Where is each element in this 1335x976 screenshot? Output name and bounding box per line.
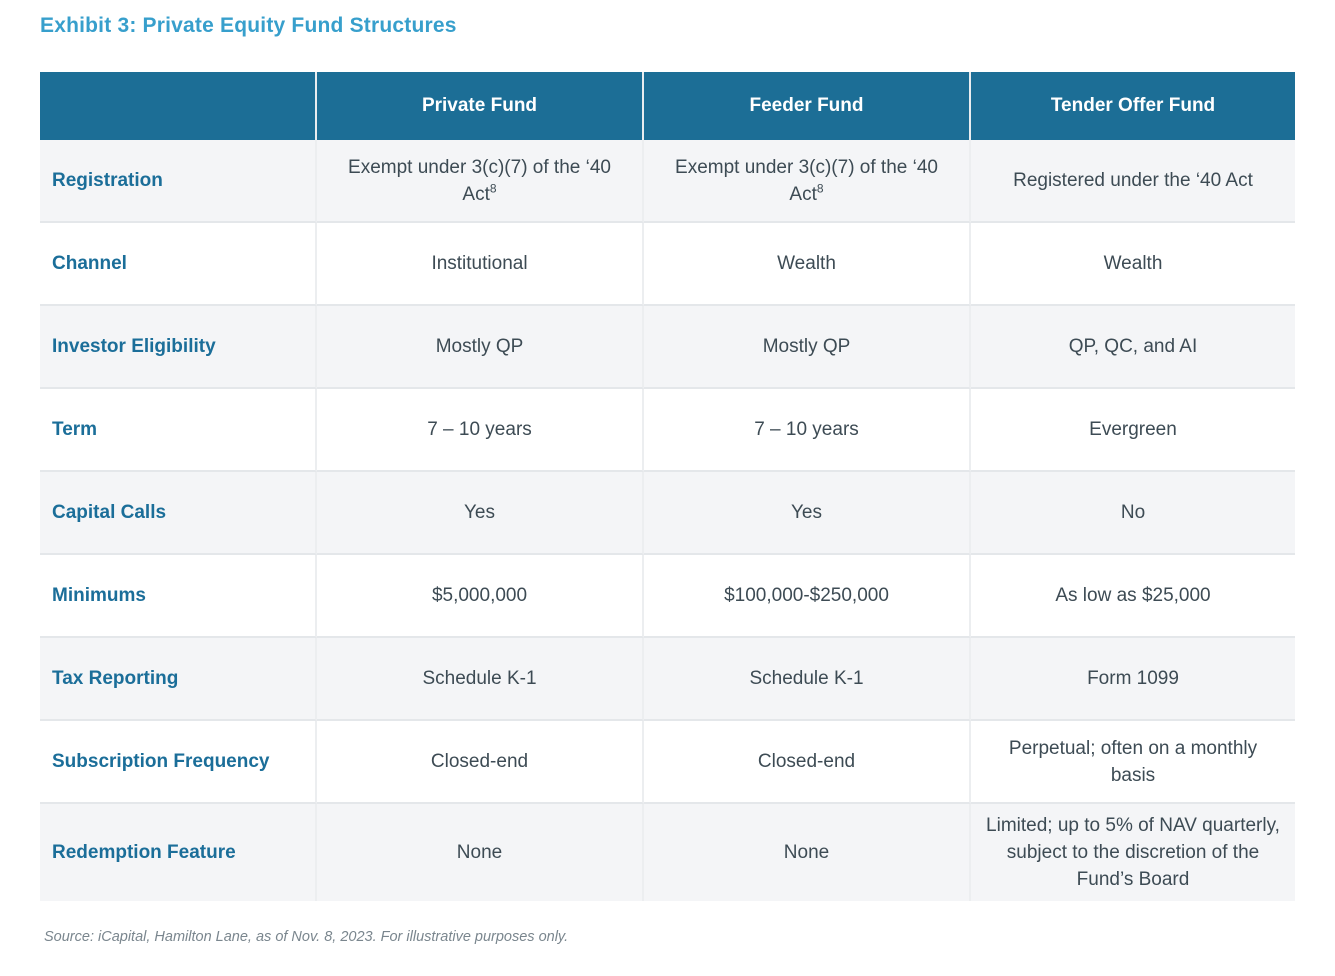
row-label-investor-eligibility: Investor Eligibility	[40, 306, 317, 389]
cell-minimums-tender-offer-fund: As low as $25,000	[971, 555, 1295, 638]
row-label-subscription-frequency: Subscription Frequency	[40, 721, 317, 804]
cell-subscription-frequency-private-fund: Closed-end	[317, 721, 644, 804]
cell-text: Closed-end	[757, 751, 856, 772]
table-row-capital-calls: Capital Calls Yes Yes No	[40, 472, 1295, 555]
cell-text: Limited; up to 5% of NAV quarterly, subj…	[986, 815, 1280, 890]
cell-text: Mostly QP	[762, 336, 851, 357]
header-cell-blank	[40, 72, 317, 140]
cell-capital-calls-private-fund: Yes	[317, 472, 644, 555]
cell-text: Form 1099	[1087, 668, 1179, 689]
cell-registration-feeder-fund: Exempt under 3(c)(7) of the ‘40 Act8	[644, 140, 971, 223]
cell-subscription-frequency-tender-offer-fund: Perpetual; often on a monthly basis	[971, 721, 1295, 804]
cell-text: Yes	[791, 502, 822, 523]
cell-tax-reporting-private-fund: Schedule K-1	[317, 638, 644, 721]
cell-text: $5,000,000	[431, 585, 528, 606]
cell-text: No	[1120, 502, 1146, 523]
cell-channel-feeder-fund: Wealth	[644, 223, 971, 306]
cell-term-private-fund: 7 – 10 years	[317, 389, 644, 472]
cell-registration-private-fund: Exempt under 3(c)(7) of the ‘40 Act8	[317, 140, 644, 223]
cell-redemption-feature-tender-offer-fund: Limited; up to 5% of NAV quarterly, subj…	[971, 804, 1295, 901]
cell-text: None	[456, 842, 503, 863]
cell-text: Wealth	[777, 253, 836, 274]
cell-text: Exempt under 3(c)(7) of the ‘40 Act	[675, 156, 938, 205]
cell-channel-tender-offer-fund: Wealth	[971, 223, 1295, 306]
source-note: Source: iCapital, Hamilton Lane, as of N…	[44, 929, 569, 945]
cell-term-feeder-fund: 7 – 10 years	[644, 389, 971, 472]
cell-redemption-feature-private-fund: None	[317, 804, 644, 901]
cell-minimums-private-fund: $5,000,000	[317, 555, 644, 638]
header-cell-feeder-fund: Feeder Fund	[644, 72, 971, 140]
table-row-subscription-frequency: Subscription Frequency Closed-end Closed…	[40, 721, 1295, 804]
cell-minimums-feeder-fund: $100,000-$250,000	[644, 555, 971, 638]
cell-tax-reporting-tender-offer-fund: Form 1099	[971, 638, 1295, 721]
table-header: Private Fund Feeder Fund Tender Offer Fu…	[40, 72, 1295, 140]
cell-text: As low as $25,000	[1055, 585, 1211, 606]
table-body: Registration Exempt under 3(c)(7) of the…	[40, 140, 1295, 901]
cell-text: Registered under the ‘40 Act	[1013, 170, 1253, 191]
row-label-tax-reporting: Tax Reporting	[40, 638, 317, 721]
header-cell-private-fund: Private Fund	[317, 72, 644, 140]
row-label-minimums: Minimums	[40, 555, 317, 638]
exhibit-title: Exhibit 3: Private Equity Fund Structure…	[40, 14, 457, 37]
cell-capital-calls-tender-offer-fund: No	[971, 472, 1295, 555]
cell-subscription-frequency-feeder-fund: Closed-end	[644, 721, 971, 804]
cell-text: Institutional	[431, 253, 528, 274]
row-label-capital-calls: Capital Calls	[40, 472, 317, 555]
cell-text: 7 – 10 years	[427, 419, 532, 440]
table-row-channel: Channel Institutional Wealth Wealth	[40, 223, 1295, 306]
table-row-tax-reporting: Tax Reporting Schedule K-1 Schedule K-1 …	[40, 638, 1295, 721]
table-row-investor-eligibility: Investor Eligibility Mostly QP Mostly QP…	[40, 306, 1295, 389]
footnote-superscript: 8	[816, 181, 824, 196]
cell-text: Schedule K-1	[749, 668, 864, 689]
footnote-superscript: 8	[489, 181, 497, 196]
cell-investor-eligibility-private-fund: Mostly QP	[317, 306, 644, 389]
row-label-term: Term	[40, 389, 317, 472]
table-row-redemption-feature: Redemption Feature None None Limited; up…	[40, 804, 1295, 901]
cell-tax-reporting-feeder-fund: Schedule K-1	[644, 638, 971, 721]
header-row: Private Fund Feeder Fund Tender Offer Fu…	[40, 72, 1295, 140]
table-row-term: Term 7 – 10 years 7 – 10 years Evergreen	[40, 389, 1295, 472]
cell-investor-eligibility-feeder-fund: Mostly QP	[644, 306, 971, 389]
row-label-channel: Channel	[40, 223, 317, 306]
cell-text: Mostly QP	[435, 336, 524, 357]
cell-text: Yes	[464, 502, 495, 523]
cell-text: Schedule K-1	[422, 668, 537, 689]
cell-text: $100,000-$250,000	[724, 585, 889, 606]
row-label-registration: Registration	[40, 140, 317, 223]
cell-text: None	[783, 842, 830, 863]
cell-registration-tender-offer-fund: Registered under the ‘40 Act	[971, 140, 1295, 223]
cell-text: QP, QC, and AI	[1068, 336, 1198, 357]
cell-text: 7 – 10 years	[754, 419, 859, 440]
cell-text: Perpetual; often on a monthly basis	[1008, 737, 1258, 786]
cell-redemption-feature-feeder-fund: None	[644, 804, 971, 901]
table-row-minimums: Minimums $5,000,000 $100,000-$250,000 As…	[40, 555, 1295, 638]
table-row-registration: Registration Exempt under 3(c)(7) of the…	[40, 140, 1295, 223]
cell-text: Closed-end	[430, 751, 529, 772]
cell-term-tender-offer-fund: Evergreen	[971, 389, 1295, 472]
cell-text: Exempt under 3(c)(7) of the ‘40 Act	[348, 156, 611, 205]
fund-structures-table: Private Fund Feeder Fund Tender Offer Fu…	[40, 72, 1295, 901]
header-cell-tender-offer-fund: Tender Offer Fund	[971, 72, 1295, 140]
cell-investor-eligibility-tender-offer-fund: QP, QC, and AI	[971, 306, 1295, 389]
cell-channel-private-fund: Institutional	[317, 223, 644, 306]
cell-text: Wealth	[1103, 253, 1163, 274]
cell-capital-calls-feeder-fund: Yes	[644, 472, 971, 555]
row-label-redemption-feature: Redemption Feature	[40, 804, 317, 901]
cell-text: Evergreen	[1089, 419, 1177, 440]
